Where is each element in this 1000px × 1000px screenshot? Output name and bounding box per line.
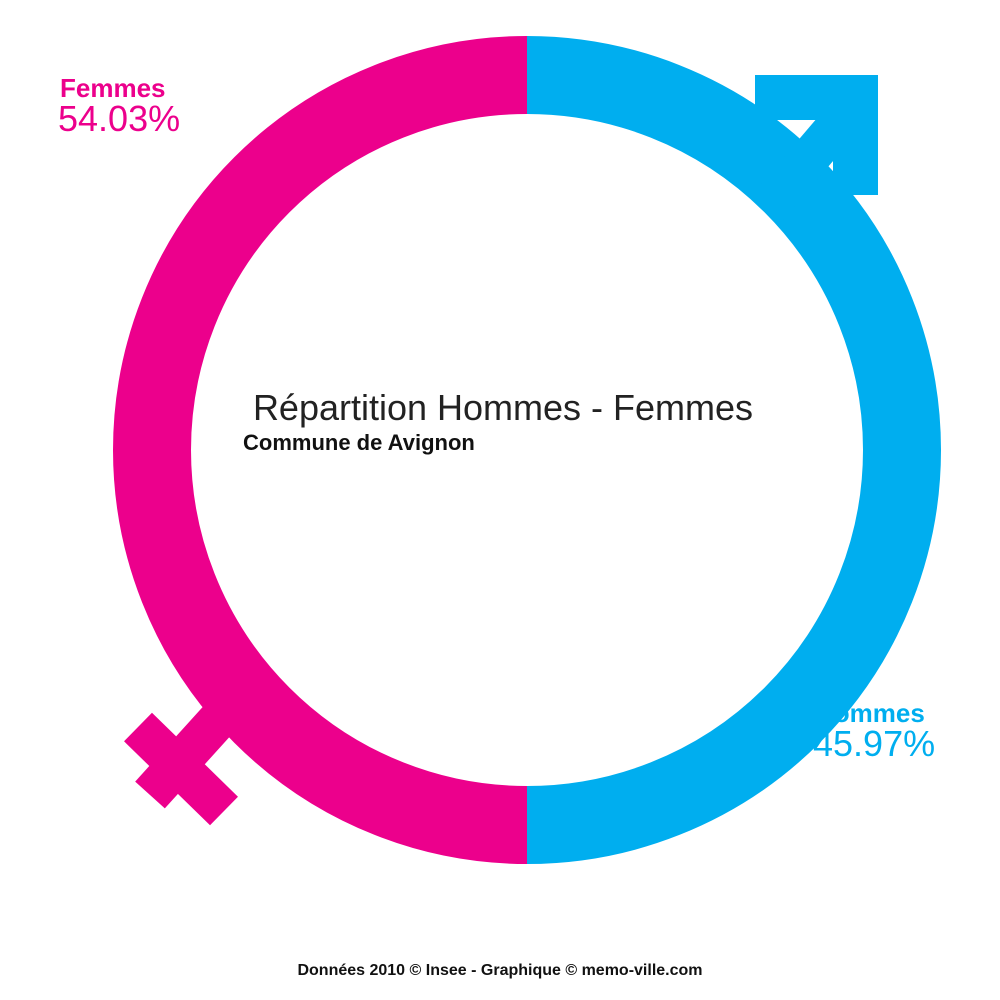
female-crossbar bbox=[124, 712, 238, 826]
title: Répartition Hommes - Femmes bbox=[253, 387, 753, 428]
male-stem bbox=[749, 109, 856, 223]
femmes-label: Femmes bbox=[60, 73, 166, 103]
subtitle: Commune de Avignon bbox=[243, 430, 475, 455]
male-ring bbox=[526, 36, 941, 864]
hommes-label: Hommes bbox=[815, 698, 925, 728]
footer: Données 2010 © Insee - Graphique © memo-… bbox=[297, 962, 702, 979]
male-arrowhead bbox=[755, 75, 878, 195]
female-symbol bbox=[113, 36, 528, 864]
female-ring bbox=[113, 36, 528, 864]
male-symbol bbox=[526, 36, 941, 864]
femmes-value: 54.03% bbox=[58, 98, 180, 139]
hommes-value: 45.97% bbox=[813, 723, 935, 764]
